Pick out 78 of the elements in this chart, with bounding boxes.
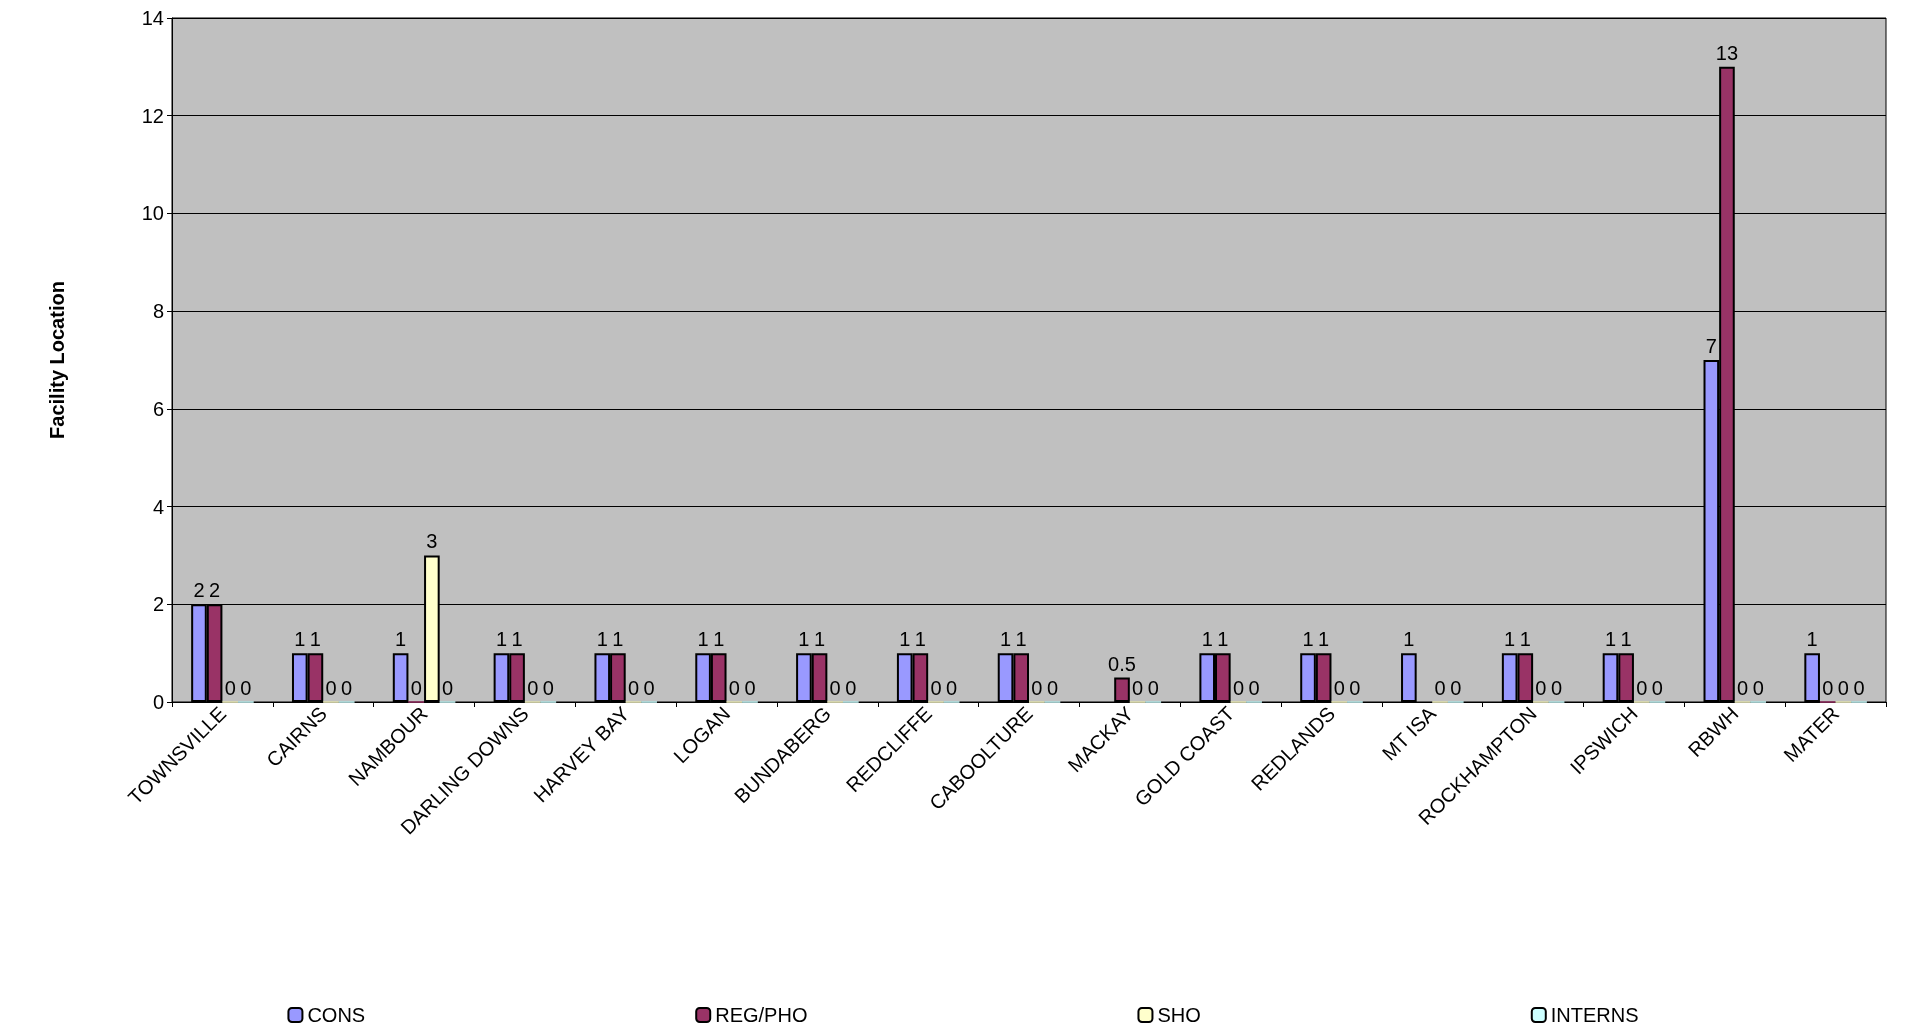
data-label: 0 — [1147, 676, 1159, 699]
data-label: 1 — [1000, 628, 1012, 651]
data-label: 1 — [1403, 628, 1415, 651]
data-label: 0 — [643, 676, 655, 699]
y-tick-label: 14 — [141, 7, 164, 29]
data-label: 1 — [798, 628, 810, 651]
data-label: 3 — [426, 530, 438, 553]
data-label: 1 — [1015, 628, 1027, 651]
y-tick-label: 2 — [152, 593, 164, 616]
data-label: 0 — [240, 676, 252, 699]
data-label: 1 — [1302, 628, 1314, 651]
data-label: 1 — [697, 628, 709, 651]
data-label: 0 — [1551, 676, 1563, 699]
data-label: 0 — [744, 676, 756, 699]
data-label: 0 — [1450, 676, 1462, 699]
data-label: 0 — [1349, 676, 1361, 699]
data-label: 2 — [193, 579, 205, 602]
data-label: 0 — [728, 676, 740, 699]
y-tick-label: 10 — [141, 202, 164, 225]
y-tick-label: 8 — [152, 300, 164, 323]
data-label: 0 — [1031, 676, 1043, 699]
data-label: 0 — [845, 676, 857, 699]
y-axis-title: Facility Location — [46, 281, 68, 439]
data-label: 0 — [946, 676, 958, 699]
data-label: 0 — [542, 676, 554, 699]
data-label: 1 — [1504, 628, 1516, 651]
data-label: 1 — [596, 628, 608, 651]
data-label: 0.5 — [1108, 652, 1136, 675]
data-label: 1 — [495, 628, 507, 651]
data-label: 0 — [325, 676, 337, 699]
data-label: 0 — [1636, 676, 1648, 699]
data-label: 0 — [441, 676, 454, 699]
data-label: 0 — [527, 676, 539, 699]
data-label: 0 — [1837, 676, 1849, 699]
data-label: 0 — [1333, 676, 1345, 699]
legend-label: REG/PHO — [715, 1004, 808, 1026]
y-tick-label: 12 — [141, 104, 164, 127]
data-label: 0 — [224, 676, 236, 699]
data-label: 0 — [1535, 676, 1547, 699]
data-label: 1 — [813, 628, 826, 651]
data-label: 0 — [1822, 676, 1834, 699]
data-label: 1 — [395, 628, 407, 651]
data-label: 0 — [1651, 676, 1663, 699]
data-label: 0 — [1853, 676, 1865, 699]
data-label: 0 — [1132, 676, 1144, 699]
data-label: 1 — [1806, 628, 1818, 651]
data-label: 2 — [209, 579, 221, 602]
data-label: 1 — [511, 628, 523, 651]
data-label: 1 — [612, 628, 624, 651]
data-label: 0 — [1737, 676, 1749, 699]
data-label: 1 — [294, 628, 306, 651]
data-label: 1 — [309, 628, 321, 651]
data-label: 1 — [1620, 628, 1632, 651]
data-label: 1 — [914, 628, 926, 651]
data-label: 13 — [1715, 41, 1739, 64]
legend-label: CONS — [307, 1004, 366, 1026]
data-label: 1 — [713, 628, 725, 651]
data-label: 0 — [930, 676, 942, 699]
data-label: 0 — [1232, 676, 1245, 699]
y-tick-label: 4 — [152, 495, 164, 518]
legend-label: INTERNS — [1550, 1004, 1639, 1026]
data-label: 0 — [1046, 676, 1058, 699]
data-label: 0 — [627, 676, 640, 699]
data-label: 0 — [1752, 676, 1764, 699]
data-label: 0 — [341, 676, 353, 699]
data-label: 7 — [1705, 335, 1717, 357]
y-tick-label: 6 — [152, 397, 164, 420]
data-label: 1 — [1318, 628, 1330, 651]
data-label: 0 — [410, 676, 422, 699]
data-label: 1 — [1519, 628, 1531, 651]
data-label: 1 — [1217, 628, 1229, 651]
data-label: 1 — [899, 628, 911, 651]
data-label: 1 — [1201, 628, 1213, 651]
data-label: 0 — [829, 676, 841, 699]
data-label: 1 — [1604, 628, 1617, 651]
legend-label: SHO — [1157, 1004, 1201, 1026]
data-label: 0 — [1434, 676, 1446, 699]
data-label: 0 — [1248, 676, 1260, 699]
